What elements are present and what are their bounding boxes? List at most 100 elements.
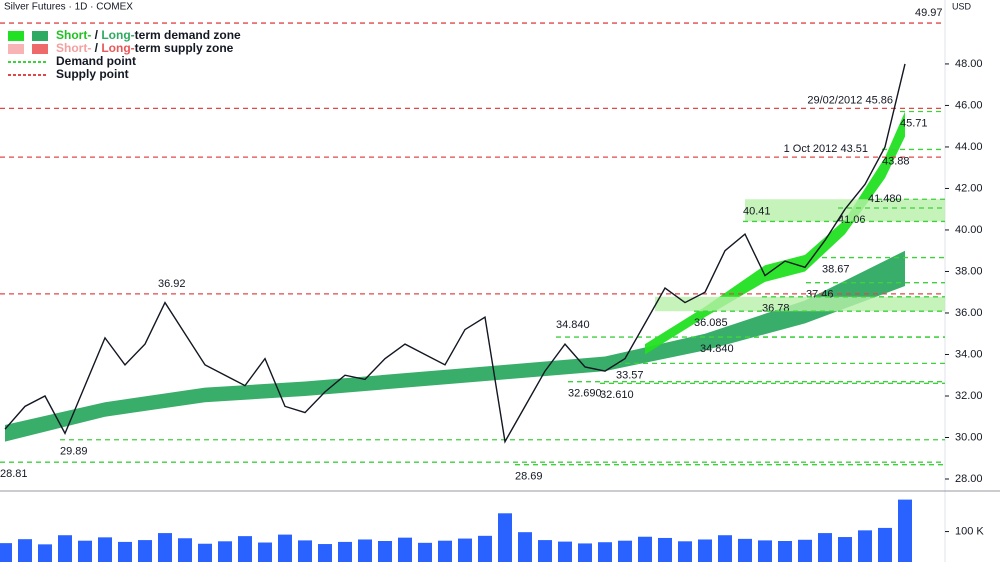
- volume-bar: [538, 540, 552, 562]
- legend-swatch: [8, 31, 24, 41]
- volume-bar: [98, 537, 112, 562]
- legend-text: /: [91, 41, 101, 55]
- volume-bar: [318, 544, 332, 562]
- y-tick-label: 40.00: [955, 224, 983, 236]
- volume-bar: [618, 540, 632, 562]
- level-label: 36.085: [694, 317, 728, 329]
- price-line: [4, 63, 906, 444]
- plot: 28.00 30.00 32.00 34.00 36.00 38.00 40.00 42.00…: [0, 7, 984, 562]
- zone-band: [645, 111, 905, 355]
- y-tick-label: 30.00: [955, 431, 983, 443]
- legend-text: Supply point: [56, 67, 129, 81]
- volume-bar: [438, 540, 452, 562]
- legend-text: term demand zone: [135, 28, 241, 42]
- volume-bar: [418, 542, 432, 562]
- legend-text: Short-: [56, 28, 91, 42]
- volume-bar: [278, 534, 292, 562]
- volume-bar: [198, 543, 212, 562]
- level-label: 41.480: [868, 193, 902, 205]
- volume-bar: [58, 535, 72, 562]
- level-label: 1 Oct 2012 43.51: [784, 143, 868, 155]
- level-label: 49.97: [915, 7, 943, 19]
- level-label: 29.89: [60, 446, 88, 458]
- volume-bar: [558, 541, 572, 562]
- y-tick-label: 44.00: [955, 141, 983, 153]
- level-label: 43.88: [882, 155, 910, 167]
- legend-text: Short-: [56, 41, 91, 55]
- volume-bar: [698, 539, 712, 562]
- y2-tick-label: 100 K: [955, 525, 984, 537]
- legend-swatch: [32, 31, 48, 41]
- volume-bar: [778, 541, 792, 562]
- volume-bar: [398, 537, 412, 562]
- legend-swatch: [8, 44, 24, 54]
- volume-bar: [598, 542, 612, 562]
- volume-bar: [878, 527, 892, 562]
- volume-bar: [658, 537, 672, 562]
- level-label: 36.78: [762, 303, 790, 315]
- legend-text: /: [91, 28, 101, 42]
- level-label: 37.46: [806, 289, 834, 301]
- zone-box: [655, 296, 945, 312]
- level-label: 33.57: [616, 369, 644, 381]
- legend-text: Demand point: [56, 54, 136, 68]
- y-tick-label: 38.00: [955, 265, 983, 277]
- level-label: 45.71: [900, 117, 928, 129]
- volume-bar: [758, 540, 772, 562]
- volume-bar: [258, 542, 272, 562]
- volume-bar: [578, 543, 592, 562]
- chart-title: Silver Futures · 1D · COMEX: [4, 2, 133, 13]
- volume-bar: [298, 540, 312, 562]
- y-tick-label: 46.00: [955, 99, 983, 111]
- volume-bar: [638, 536, 652, 562]
- legend-entry: Supply point: [56, 67, 129, 81]
- volume-bar: [338, 541, 352, 562]
- volume-bar: [218, 541, 232, 562]
- y-tick-label: 32.00: [955, 390, 983, 402]
- volume-bar: [238, 536, 252, 562]
- volume-bar: [498, 513, 512, 562]
- volume-bar: [898, 499, 912, 562]
- volume-bar: [78, 540, 92, 562]
- y-tick-label: 34.00: [955, 348, 983, 360]
- volume-bar: [838, 537, 852, 562]
- volume-bar: [0, 543, 12, 562]
- y-tick-label: 42.00: [955, 182, 983, 194]
- volume-bar: [118, 541, 132, 562]
- level-label: 34.840: [556, 319, 590, 331]
- y-tick-label: 28.00: [955, 473, 983, 485]
- currency: USD: [952, 1, 972, 11]
- y-tick-label: 36.00: [955, 307, 983, 319]
- legend-text: term supply zone: [135, 41, 234, 55]
- volume-bar: [798, 539, 812, 562]
- volume-bar: [858, 530, 872, 562]
- volume-bar: [458, 538, 472, 562]
- level-label: 28.81: [0, 468, 28, 480]
- volume-bar: [678, 541, 692, 562]
- volume-bar: [358, 539, 372, 562]
- volume-bar: [38, 544, 52, 562]
- level-label: 40.41: [743, 205, 771, 217]
- volume-bar: [718, 535, 732, 562]
- zone-band: [5, 250, 905, 442]
- legend-entry: Short- / Long-term supply zone: [56, 41, 234, 55]
- volume-bar: [518, 532, 532, 562]
- level-label: 29/02/2012 45.86: [807, 94, 893, 106]
- level-label: 34.840: [700, 343, 734, 355]
- level-label: 28.69: [515, 471, 543, 483]
- legend-swatch: [32, 44, 48, 54]
- level-label: 32.690: [568, 388, 602, 400]
- volume-bar: [738, 538, 752, 562]
- volume-bar: [18, 539, 32, 562]
- legend-text: Long-: [101, 28, 134, 42]
- volume-bar: [818, 533, 832, 562]
- level-label: 38.67: [822, 263, 850, 275]
- level-label: 41.06: [838, 214, 866, 226]
- volume-bar: [138, 540, 152, 562]
- level-label: 36.92: [158, 278, 186, 290]
- y-tick-label: 48.00: [955, 58, 983, 70]
- volume-bar: [478, 535, 492, 562]
- legend-entry: Demand point: [56, 54, 136, 68]
